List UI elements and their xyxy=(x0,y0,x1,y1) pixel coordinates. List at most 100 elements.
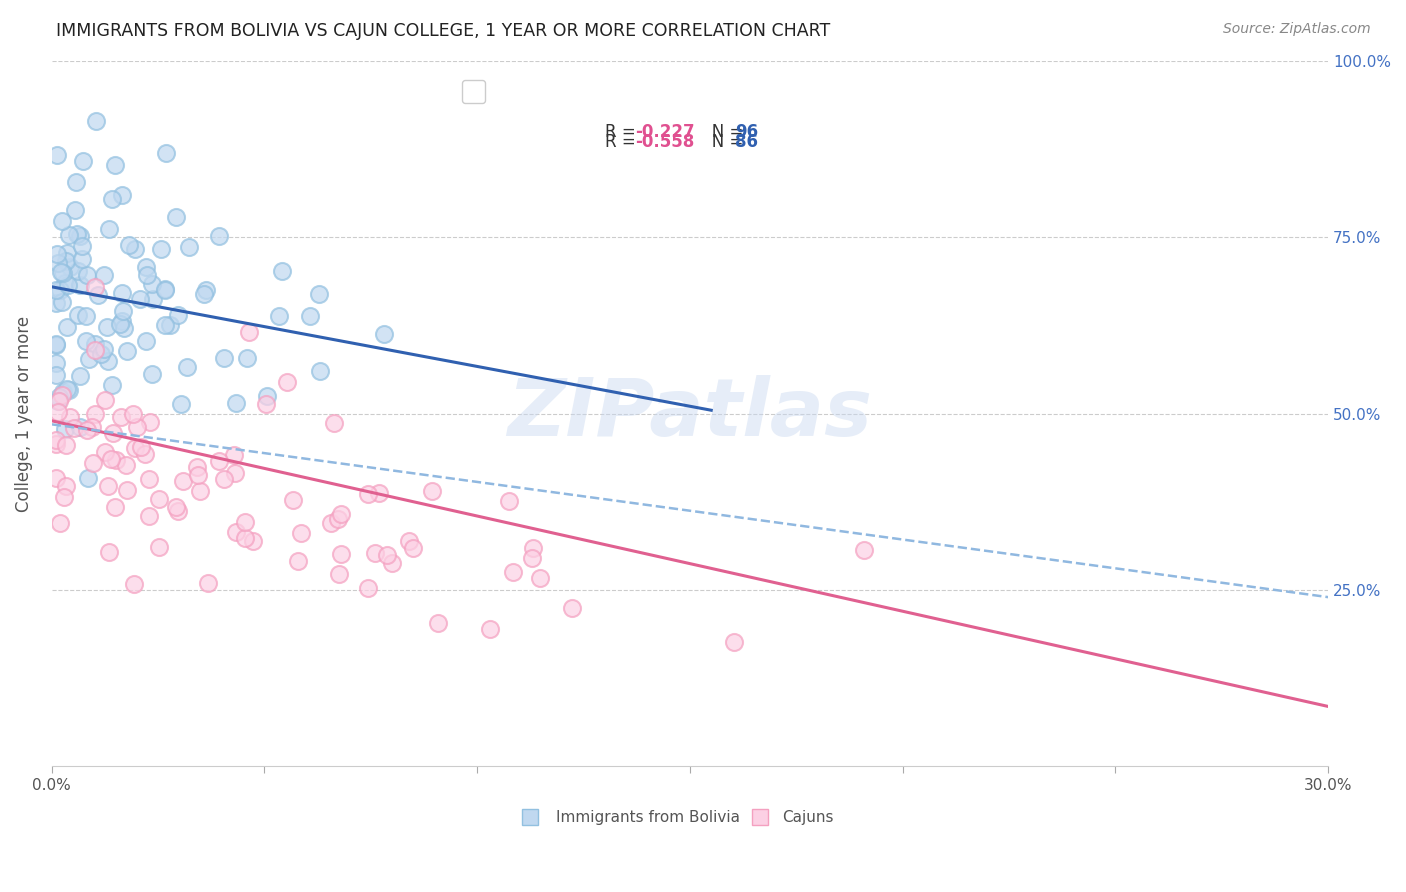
Point xyxy=(48,391,70,405)
Point xyxy=(45,434,67,448)
Point xyxy=(45,355,67,369)
Point xyxy=(561,600,583,615)
Point xyxy=(48,394,70,409)
Point xyxy=(65,175,87,189)
Point xyxy=(87,288,110,302)
Point xyxy=(51,213,73,227)
Point xyxy=(46,405,69,419)
Y-axis label: College, 1 year or more: College, 1 year or more xyxy=(15,316,32,512)
Point xyxy=(58,383,80,397)
Point xyxy=(165,500,187,515)
Point xyxy=(328,566,350,581)
Point xyxy=(110,317,132,331)
Point xyxy=(135,334,157,348)
Point xyxy=(420,484,443,499)
Point xyxy=(83,407,105,421)
Point xyxy=(80,420,103,434)
Point xyxy=(225,525,247,540)
Point xyxy=(105,453,128,467)
Point xyxy=(45,368,67,382)
Point xyxy=(70,252,93,266)
Point xyxy=(319,516,342,530)
Point xyxy=(498,493,520,508)
Point xyxy=(45,471,67,485)
Point xyxy=(138,472,160,486)
Point xyxy=(51,388,73,402)
Point xyxy=(76,268,98,282)
Point xyxy=(72,153,94,168)
Point xyxy=(238,326,260,340)
Point xyxy=(298,309,321,323)
Point xyxy=(52,385,75,400)
Point xyxy=(329,548,352,562)
Point xyxy=(124,242,146,256)
Point xyxy=(256,389,278,403)
Point xyxy=(271,264,294,278)
Point xyxy=(153,318,176,332)
Point xyxy=(112,320,135,334)
Point xyxy=(287,554,309,568)
Text: R =: R = xyxy=(605,134,641,152)
Point xyxy=(124,576,146,591)
Point xyxy=(55,437,77,451)
Point xyxy=(69,420,91,434)
Point xyxy=(134,447,156,461)
Point xyxy=(254,396,277,410)
Point xyxy=(522,550,544,565)
Point xyxy=(194,283,217,297)
Point xyxy=(357,581,380,595)
Point xyxy=(93,343,115,357)
Point xyxy=(51,295,73,310)
Legend:  xyxy=(463,80,485,103)
Point xyxy=(150,242,173,256)
Point xyxy=(56,382,79,396)
Point xyxy=(45,337,67,351)
Point xyxy=(242,534,264,549)
Point xyxy=(93,268,115,282)
Point xyxy=(373,327,395,342)
Point xyxy=(90,346,112,360)
Point xyxy=(529,571,551,585)
Point xyxy=(101,192,124,206)
Point xyxy=(176,359,198,374)
Point xyxy=(141,277,163,292)
Point xyxy=(129,440,152,454)
Point xyxy=(84,337,107,351)
Point xyxy=(375,548,398,562)
Point xyxy=(478,622,501,636)
Text: 96: 96 xyxy=(735,123,758,141)
Point xyxy=(290,526,312,541)
Point xyxy=(104,157,127,171)
Text: -0.227: -0.227 xyxy=(636,123,695,141)
Point xyxy=(46,256,69,270)
Point xyxy=(177,240,200,254)
Point xyxy=(53,422,76,436)
Point xyxy=(124,441,146,455)
Point xyxy=(214,472,236,486)
Text: Source: ZipAtlas.com: Source: ZipAtlas.com xyxy=(1223,22,1371,37)
Point xyxy=(188,484,211,499)
Point xyxy=(100,452,122,467)
Point xyxy=(96,319,118,334)
Point xyxy=(186,459,208,474)
Point xyxy=(208,454,231,468)
Point xyxy=(225,396,247,410)
Point xyxy=(97,354,120,368)
Point xyxy=(330,507,353,521)
Point xyxy=(135,260,157,274)
Point xyxy=(522,541,544,555)
Point xyxy=(364,546,387,560)
Point xyxy=(82,456,104,470)
Point xyxy=(121,408,143,422)
Text: -0.558: -0.558 xyxy=(636,134,695,152)
Point xyxy=(58,278,80,293)
Point xyxy=(45,436,67,450)
Text: Immigrants from Bolivia: Immigrants from Bolivia xyxy=(555,810,740,825)
Point xyxy=(118,238,141,252)
Point xyxy=(75,334,97,348)
Point xyxy=(323,416,346,430)
Point xyxy=(45,296,67,310)
Point xyxy=(224,466,246,480)
Point xyxy=(159,318,181,332)
Point xyxy=(381,556,404,570)
